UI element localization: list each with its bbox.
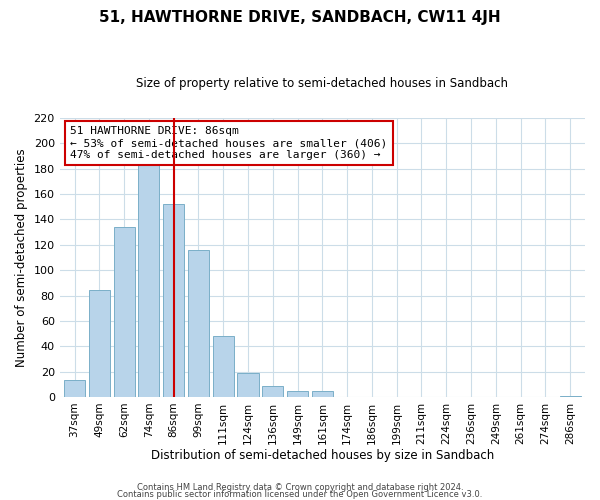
Text: Contains public sector information licensed under the Open Government Licence v3: Contains public sector information licen… <box>118 490 482 499</box>
Text: 51, HAWTHORNE DRIVE, SANDBACH, CW11 4JH: 51, HAWTHORNE DRIVE, SANDBACH, CW11 4JH <box>99 10 501 25</box>
Y-axis label: Number of semi-detached properties: Number of semi-detached properties <box>15 148 28 367</box>
Bar <box>188 250 209 397</box>
Bar <box>64 380 85 397</box>
Bar <box>287 390 308 397</box>
Bar <box>113 227 134 397</box>
Bar <box>89 290 110 397</box>
Bar <box>560 396 581 397</box>
Title: Size of property relative to semi-detached houses in Sandbach: Size of property relative to semi-detach… <box>136 78 508 90</box>
X-axis label: Distribution of semi-detached houses by size in Sandbach: Distribution of semi-detached houses by … <box>151 450 494 462</box>
Bar <box>212 336 234 397</box>
Bar <box>262 386 283 397</box>
Bar <box>163 204 184 397</box>
Bar <box>139 164 160 397</box>
Text: 51 HAWTHORNE DRIVE: 86sqm
← 53% of semi-detached houses are smaller (406)
47% of: 51 HAWTHORNE DRIVE: 86sqm ← 53% of semi-… <box>70 126 388 160</box>
Bar <box>238 373 259 397</box>
Text: Contains HM Land Registry data © Crown copyright and database right 2024.: Contains HM Land Registry data © Crown c… <box>137 484 463 492</box>
Bar <box>312 390 333 397</box>
